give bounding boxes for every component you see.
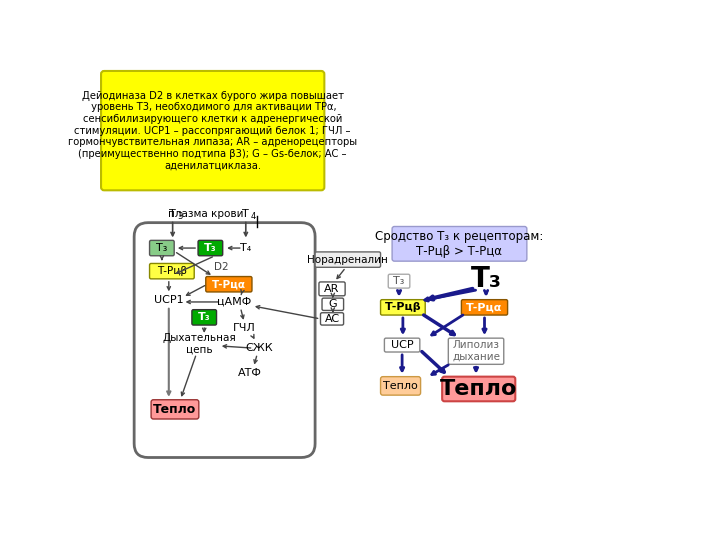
Text: AC: AC bbox=[325, 314, 340, 324]
Text: Т₃: Т₃ bbox=[393, 276, 405, 286]
Text: Т₃: Т₃ bbox=[204, 243, 217, 253]
Text: Сродство Т₃ к рецепторам:
Т-Рцβ > Т-Рцα: Сродство Т₃ к рецепторам: Т-Рцβ > Т-Рцα bbox=[375, 230, 544, 258]
Text: Т₃: Т₃ bbox=[471, 265, 502, 293]
Text: Т₃: Т₃ bbox=[156, 243, 168, 253]
Text: Норадреналин: Норадреналин bbox=[307, 255, 388, 265]
FancyBboxPatch shape bbox=[322, 298, 343, 310]
Text: ГЧЛ: ГЧЛ bbox=[233, 323, 256, 333]
FancyBboxPatch shape bbox=[192, 309, 217, 325]
Text: СЖК: СЖК bbox=[246, 343, 274, 353]
FancyBboxPatch shape bbox=[320, 313, 343, 325]
Text: 4: 4 bbox=[251, 212, 256, 221]
Text: Т-Рцβ: Т-Рцβ bbox=[384, 302, 421, 312]
Text: Дыхательная
цепь: Дыхательная цепь bbox=[163, 333, 236, 354]
FancyBboxPatch shape bbox=[319, 282, 345, 296]
Text: Тепло: Тепло bbox=[440, 379, 518, 399]
Text: Тепло: Тепло bbox=[153, 403, 197, 416]
Text: UCP1: UCP1 bbox=[154, 295, 184, 305]
Text: Дейодиназа D2 в клетках бурого жира повышает
 уровень Т3, необходимого для актив: Дейодиназа D2 в клетках бурого жира повы… bbox=[68, 91, 357, 171]
Text: D2: D2 bbox=[214, 261, 228, 272]
Text: цАМФ: цАМФ bbox=[217, 297, 251, 307]
Text: Тепло: Тепло bbox=[383, 381, 418, 391]
FancyBboxPatch shape bbox=[392, 226, 527, 261]
Text: Т: Т bbox=[169, 209, 176, 219]
Text: плазма крови: плазма крови bbox=[168, 209, 243, 219]
Text: Т-Рцβ: Т-Рцβ bbox=[157, 266, 187, 276]
Text: Т-Рцα: Т-Рцα bbox=[467, 302, 503, 312]
Text: Т-Рцα: Т-Рцα bbox=[212, 279, 246, 289]
FancyBboxPatch shape bbox=[384, 338, 420, 352]
FancyBboxPatch shape bbox=[150, 264, 194, 279]
Text: Т₃: Т₃ bbox=[198, 312, 210, 322]
Text: Липолиз
дыхание: Липолиз дыхание bbox=[452, 340, 500, 362]
Text: Т: Т bbox=[243, 209, 249, 219]
FancyBboxPatch shape bbox=[101, 71, 324, 190]
FancyBboxPatch shape bbox=[381, 300, 426, 315]
Text: Т₄: Т₄ bbox=[240, 243, 251, 253]
FancyBboxPatch shape bbox=[315, 252, 381, 267]
Text: UCP: UCP bbox=[391, 340, 413, 350]
FancyBboxPatch shape bbox=[150, 240, 174, 256]
FancyBboxPatch shape bbox=[388, 274, 410, 288]
FancyBboxPatch shape bbox=[198, 240, 222, 256]
FancyBboxPatch shape bbox=[151, 400, 199, 419]
Text: G: G bbox=[328, 299, 337, 309]
FancyBboxPatch shape bbox=[442, 377, 516, 401]
FancyBboxPatch shape bbox=[449, 338, 504, 365]
FancyBboxPatch shape bbox=[462, 300, 508, 315]
Text: AR: AR bbox=[324, 284, 340, 294]
FancyBboxPatch shape bbox=[381, 377, 420, 395]
Text: 3: 3 bbox=[177, 212, 183, 221]
Text: АТФ: АТФ bbox=[238, 368, 261, 378]
FancyBboxPatch shape bbox=[134, 222, 315, 457]
FancyBboxPatch shape bbox=[206, 276, 252, 292]
